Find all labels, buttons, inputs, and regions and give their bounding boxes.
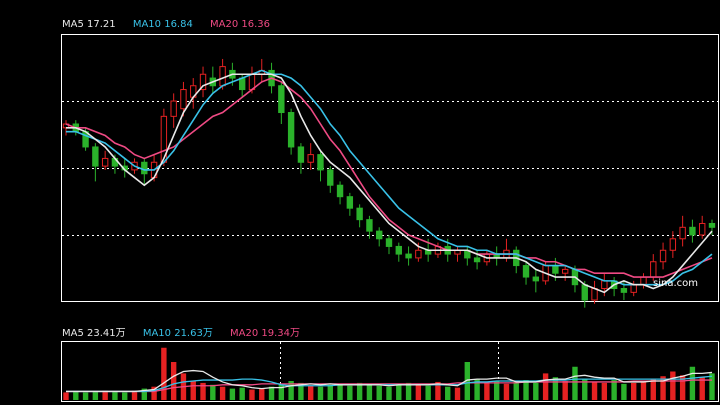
candle-body <box>170 100 177 117</box>
candle-body <box>307 154 314 163</box>
candle-body <box>385 238 393 247</box>
candlestick <box>199 66 207 98</box>
candlestick <box>278 81 285 124</box>
candle-body <box>669 238 677 251</box>
candlestick <box>336 181 344 205</box>
candle-body <box>317 154 324 171</box>
candle-body <box>180 89 187 110</box>
candle-body <box>327 169 334 186</box>
candle-body <box>366 219 373 232</box>
candlestick <box>679 215 686 247</box>
price-ma20-line <box>65 77 713 278</box>
candle-body <box>601 280 608 290</box>
candle-body <box>405 253 412 259</box>
candle-body <box>581 284 588 301</box>
candle-body <box>552 265 559 274</box>
price-ma5-line <box>66 73 713 294</box>
candlestick <box>327 166 334 193</box>
candle-body <box>395 245 402 255</box>
candle-body <box>708 222 716 228</box>
candlestick <box>385 234 393 255</box>
price-ma10-line <box>66 69 713 286</box>
candlestick <box>493 246 500 266</box>
candle-body <box>679 226 686 240</box>
candlestick <box>209 66 217 94</box>
candle-body <box>699 222 706 236</box>
candlestick <box>464 246 471 266</box>
candle-body <box>689 226 696 236</box>
candle-body <box>278 85 285 114</box>
candlestick <box>141 158 148 186</box>
candlestick <box>356 204 363 228</box>
candle-body <box>336 184 344 198</box>
candlestick <box>287 108 295 155</box>
volume-ma-legend: MA5 23.41万 MA10 21.63万 MA20 19.34万 <box>62 324 314 339</box>
candle-body <box>522 265 530 278</box>
candlestick <box>522 261 530 285</box>
candle-body <box>630 284 637 293</box>
candlestick <box>591 280 598 304</box>
candlestick <box>561 265 569 281</box>
candle-body <box>287 112 295 148</box>
candle-body <box>219 66 226 87</box>
candlestick <box>376 227 383 247</box>
price-ma-legend: MA5 17.21 MA10 16.84 MA20 16.36 <box>62 19 284 30</box>
candle-body <box>101 157 109 167</box>
candlestick <box>659 242 667 270</box>
candle-body <box>659 249 667 263</box>
candlestick <box>346 192 354 216</box>
price-ma-lines <box>65 69 713 294</box>
candle-body <box>92 146 99 167</box>
candlestick <box>405 246 412 266</box>
candle-body <box>199 73 207 91</box>
candle-body <box>591 288 598 301</box>
volume-ma20-label: MA20 19.34万 <box>230 328 301 339</box>
candle-body <box>376 230 383 240</box>
candlestick <box>366 215 373 239</box>
candle-body <box>346 196 354 209</box>
candlestick <box>307 143 314 170</box>
candlestick <box>317 150 324 182</box>
candlestick <box>180 81 187 117</box>
candle-body <box>238 77 246 91</box>
candle-body <box>620 288 628 293</box>
candlestick <box>454 246 461 262</box>
watermark-text: sina.com <box>653 278 698 289</box>
price-ma20-label: MA20 16.36 <box>210 19 271 30</box>
candlestick <box>532 269 540 293</box>
candlestick <box>297 143 305 174</box>
candlestick <box>699 215 706 239</box>
candlestick <box>170 93 177 128</box>
volume-ma5-label: MA5 23.41万 <box>62 328 126 339</box>
candles-group <box>62 58 716 308</box>
candlestick <box>708 219 716 235</box>
candle-body <box>141 161 148 175</box>
candle-body <box>640 276 647 286</box>
candle-body <box>473 257 481 263</box>
candle-body <box>532 276 540 282</box>
volume-ma10-label: MA10 21.63万 <box>142 328 213 339</box>
candlestick <box>669 231 677 258</box>
candlestick <box>190 78 197 109</box>
candle-body <box>561 268 569 274</box>
candlestick <box>395 242 402 262</box>
candlestick <box>101 150 109 170</box>
price-ma5-label: MA5 17.21 <box>62 19 116 30</box>
candle-body <box>297 146 305 163</box>
candlestick <box>689 219 696 243</box>
candlestick <box>513 246 520 274</box>
candle-body <box>356 207 363 221</box>
candle-body <box>650 261 657 278</box>
candlestick <box>92 143 99 182</box>
price-frame <box>61 34 719 302</box>
price-ma10-label: MA10 16.84 <box>132 19 193 30</box>
candle-body <box>415 249 422 259</box>
